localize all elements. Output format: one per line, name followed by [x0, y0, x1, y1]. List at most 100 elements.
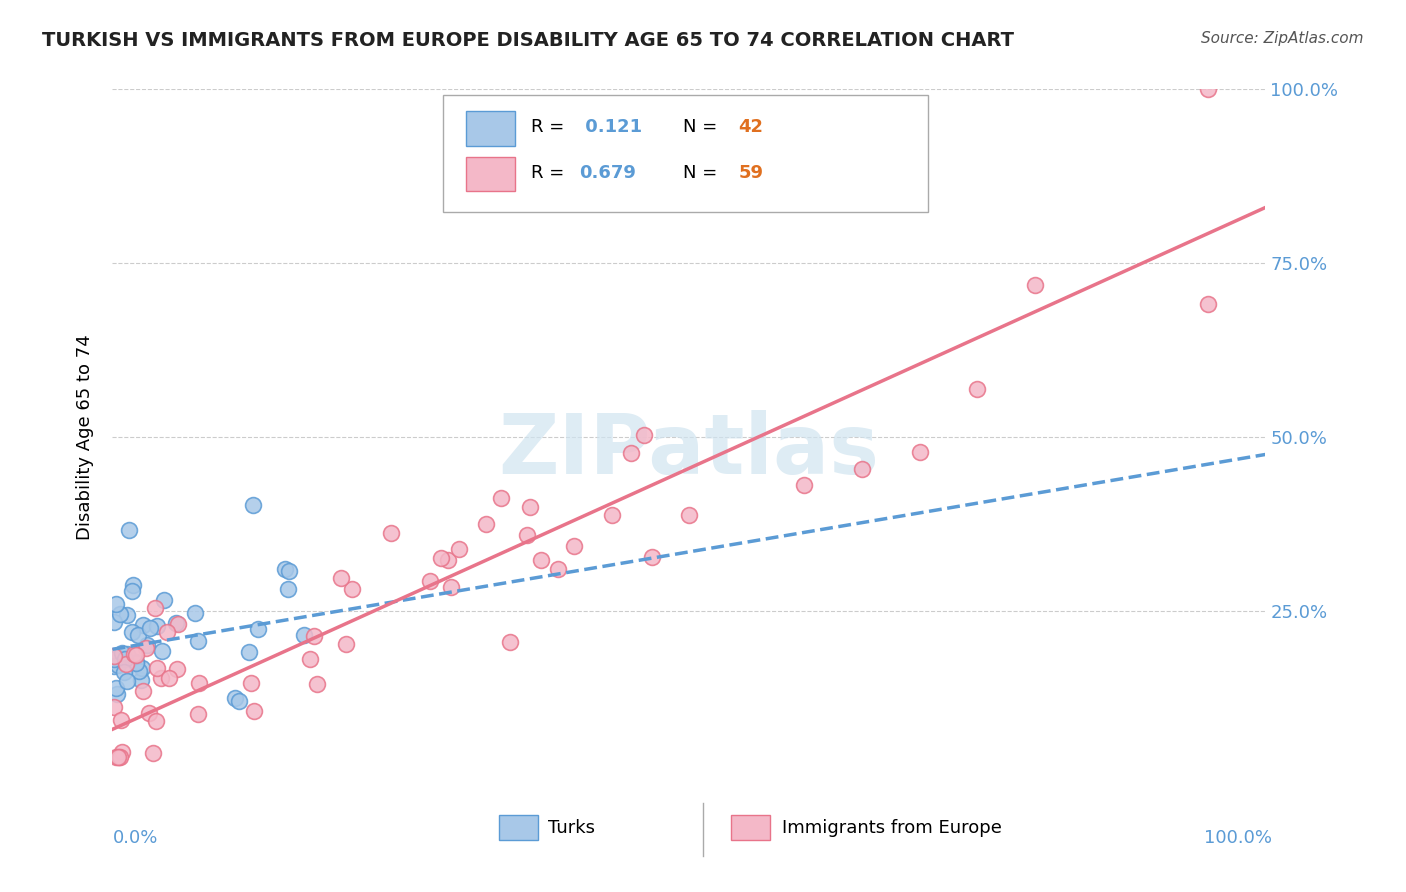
Point [242, 704, 264, 718]
Point [111, 745, 134, 759]
Point [103, 700, 125, 714]
Point [118, 523, 141, 537]
Text: Turks: Turks [548, 819, 595, 837]
Point [437, 553, 460, 567]
Point [793, 478, 815, 492]
Point [107, 750, 129, 764]
Point [121, 624, 143, 639]
Point [125, 656, 148, 670]
Point [447, 541, 470, 556]
Point [156, 625, 179, 640]
Point [419, 574, 441, 588]
Point [278, 564, 301, 578]
Point [166, 662, 188, 676]
Text: Source: ZipAtlas.com: Source: ZipAtlas.com [1201, 31, 1364, 46]
Point [292, 627, 315, 641]
Point [475, 516, 498, 531]
Point [187, 706, 209, 721]
Point [129, 673, 152, 687]
Point [103, 648, 125, 663]
Point [117, 673, 139, 688]
Point [330, 571, 353, 585]
Text: R =: R = [531, 164, 569, 182]
Point [105, 681, 128, 695]
Point [600, 508, 623, 522]
Point [110, 750, 132, 764]
Point [246, 622, 269, 636]
Text: 59: 59 [738, 164, 763, 182]
Point [110, 713, 132, 727]
Text: 42: 42 [738, 119, 763, 136]
Point [430, 551, 453, 566]
Text: N =: N = [683, 119, 723, 136]
Point [908, 445, 931, 459]
Point [114, 651, 136, 665]
Point [146, 619, 169, 633]
Point [135, 640, 157, 655]
Point [115, 607, 138, 622]
Point [277, 582, 299, 597]
Point [150, 671, 173, 685]
Point [150, 644, 173, 658]
Point [153, 592, 176, 607]
Point [184, 606, 207, 620]
Point [165, 616, 187, 631]
Point [122, 577, 145, 591]
Text: N =: N = [683, 164, 723, 182]
Point [142, 746, 165, 760]
Point [105, 687, 128, 701]
Point [115, 657, 138, 672]
Point [103, 615, 125, 629]
Point [103, 652, 125, 666]
Point [499, 635, 522, 649]
Point [516, 527, 538, 541]
Point [1024, 277, 1046, 292]
Point [128, 628, 150, 642]
Point [440, 580, 463, 594]
Point [519, 500, 541, 514]
Point [103, 658, 125, 673]
Point [274, 562, 297, 576]
Text: ZIPatlas: ZIPatlas [499, 410, 879, 491]
Point [145, 660, 167, 674]
Point [138, 621, 160, 635]
Point [105, 750, 128, 764]
Point [380, 525, 402, 540]
Point [966, 383, 988, 397]
Point [136, 638, 159, 652]
Point [851, 462, 873, 476]
Point [335, 637, 357, 651]
Point [562, 540, 585, 554]
Text: 100.0%: 100.0% [1205, 829, 1272, 847]
Point [489, 491, 512, 505]
Point [107, 658, 129, 673]
Point [228, 694, 250, 708]
Point [128, 664, 150, 678]
Point [620, 446, 643, 460]
Point [633, 428, 655, 442]
Point [138, 706, 160, 720]
Point [117, 647, 139, 661]
Point [187, 675, 209, 690]
Text: 0.121: 0.121 [579, 119, 643, 136]
Point [187, 633, 209, 648]
Point [125, 648, 148, 662]
Text: TURKISH VS IMMIGRANTS FROM EUROPE DISABILITY AGE 65 TO 74 CORRELATION CHART: TURKISH VS IMMIGRANTS FROM EUROPE DISABI… [42, 31, 1014, 50]
Point [340, 582, 363, 597]
Text: 0.679: 0.679 [579, 164, 637, 182]
Bar [467, 157, 515, 192]
Point [107, 750, 129, 764]
Point [678, 508, 700, 522]
Point [111, 646, 134, 660]
Point [132, 684, 155, 698]
Point [224, 690, 246, 705]
Text: R =: R = [531, 119, 569, 136]
Point [104, 597, 127, 611]
Point [242, 499, 264, 513]
Bar [467, 112, 515, 146]
Point [1197, 82, 1219, 96]
Text: 0.0%: 0.0% [112, 829, 157, 847]
Point [302, 629, 325, 643]
Point [641, 550, 664, 565]
Point [143, 601, 166, 615]
